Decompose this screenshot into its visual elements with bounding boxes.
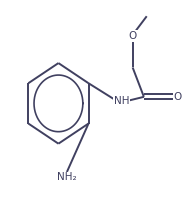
Text: NH: NH [114, 96, 129, 106]
Text: O: O [174, 92, 182, 102]
Text: O: O [128, 31, 137, 41]
Text: NH₂: NH₂ [57, 172, 77, 182]
